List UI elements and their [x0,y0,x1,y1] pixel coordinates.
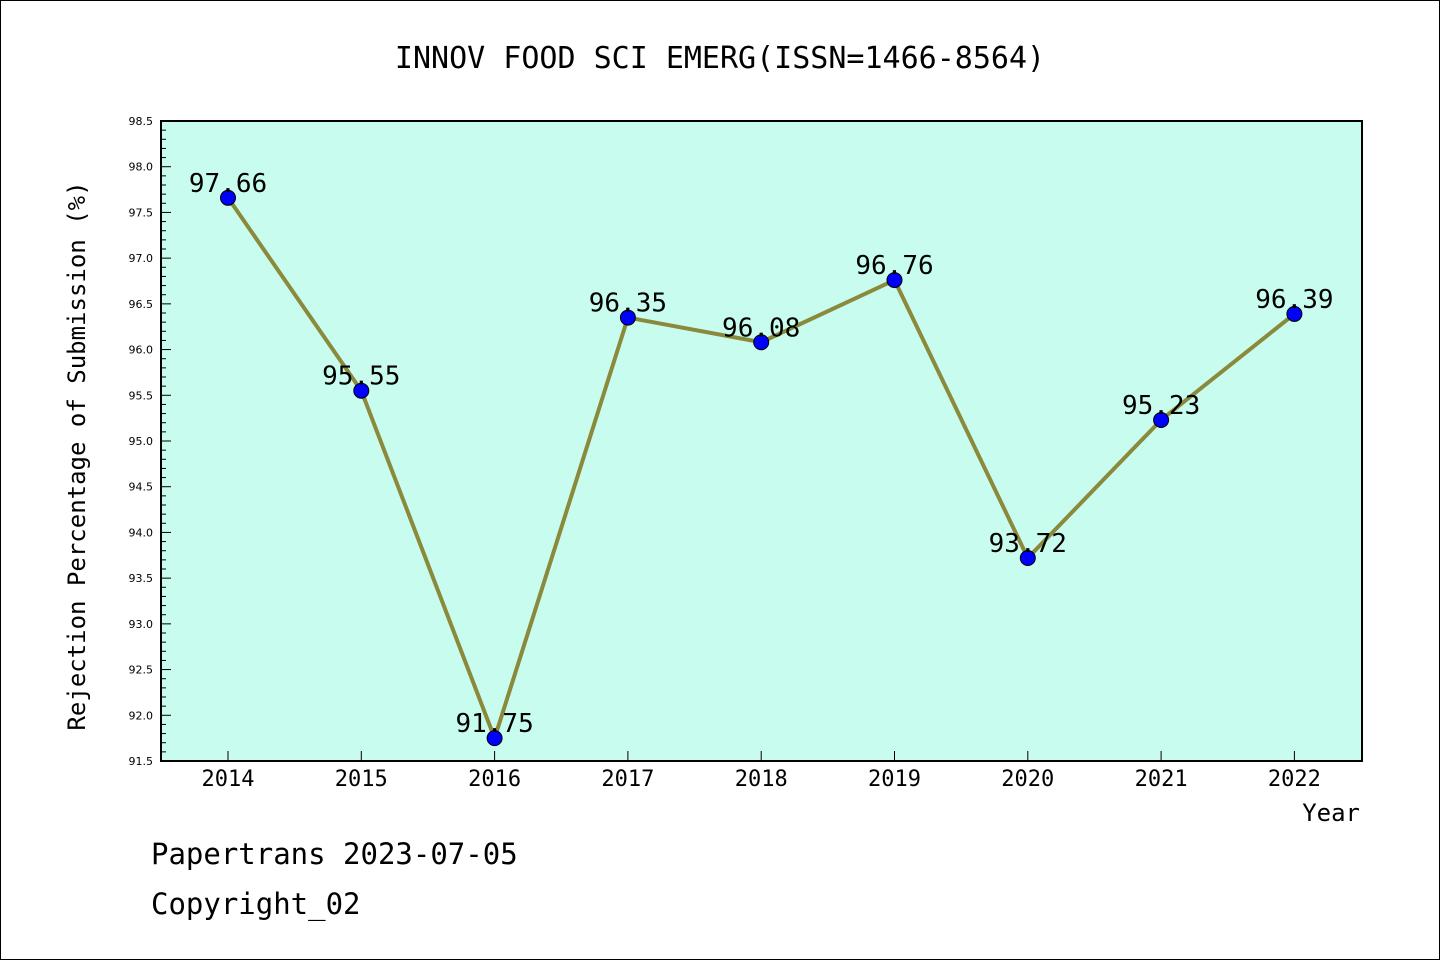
data-point [486,730,503,747]
plot-area [160,120,1363,762]
data-label: 95.23 [1122,391,1200,421]
data-label: 96.35 [589,289,667,319]
data-label: 91.75 [455,709,533,739]
y-tick-label: 94.0 [129,526,154,539]
data-label: 97.66 [189,169,267,199]
data-points [220,189,1303,747]
y-tick-label: 97.0 [129,252,154,265]
x-tick-label: 2017 [601,767,654,792]
data-label: 93.72 [989,529,1067,559]
x-axis-ticks: 2014 2015 2016 2017 2018 2019 2020 2021 2022 [202,751,1321,792]
data-label: 96.39 [1255,285,1333,315]
data-point [353,382,370,399]
x-tick-label: 2014 [202,767,255,792]
x-tick-label: 2021 [1135,767,1188,792]
data-point [1153,411,1170,428]
y-tick-label: 95.0 [129,435,154,448]
data-labels: 97.66 95.55 91.75 96.35 96.08 96.76 93.72 95.23… [189,169,1334,739]
x-tick-label: 2020 [1001,767,1054,792]
data-point [1019,550,1036,567]
x-tick-label: 2022 [1268,767,1321,792]
y-tick-label: 96.0 [129,344,154,357]
y-tick-label: 98.0 [129,161,154,174]
y-tick-label: 97.5 [129,206,154,219]
footer-copyright: Copyright_02 [151,887,361,922]
y-tick-label: 92.5 [129,664,154,677]
x-tick-label: 2018 [735,767,788,792]
data-point [753,334,770,351]
y-tick-label: 93.0 [129,618,154,631]
x-axis-label: Year [1302,799,1360,827]
y-tick-label: 92.0 [129,709,154,722]
y-tick-label: 91.5 [129,755,154,768]
x-tick-label: 2019 [868,767,921,792]
data-label: 96.08 [722,313,800,343]
y-tick-label: 95.5 [129,389,154,402]
y-tick-label: 94.5 [129,481,154,494]
y-tick-label: 93.5 [129,572,154,585]
x-tick-label: 2015 [335,767,388,792]
data-point [1286,305,1303,322]
y-tick-label: 96.5 [129,298,154,311]
data-point [220,189,236,206]
x-tick-label: 2016 [468,767,521,792]
y-tick-label: 98.5 [129,115,154,128]
data-label: 95.55 [322,362,400,392]
data-point [619,309,636,326]
data-label: 96.76 [855,251,933,281]
y-axis-ticks: 91.5 92.0 92.5 93.0 93.5 94.0 94.5 95.0 95.5 96.0… [129,115,171,768]
footer-date: Papertrans 2023-07-05 [151,837,518,871]
chart-title: INNOV FOOD SCI EMERG(ISSN=1466-8564) [395,41,1045,76]
y-axis-label: Rejection Percentage of Submission (%) [63,181,91,730]
data-point [886,272,903,289]
